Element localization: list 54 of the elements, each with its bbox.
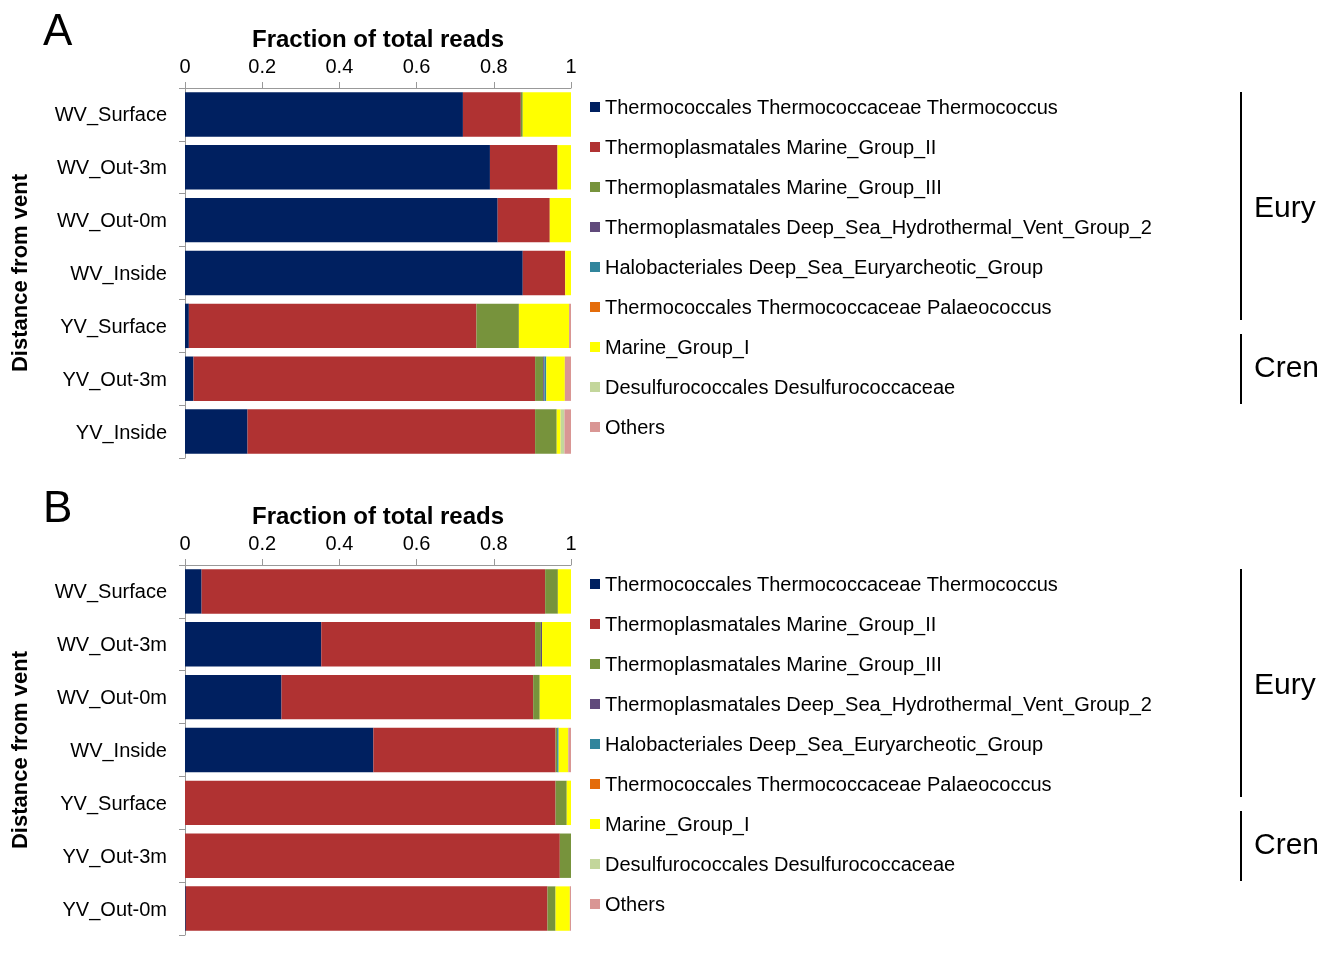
legend-label: Thermococcales Thermococcaceae Palaeococcus — [605, 296, 1052, 318]
y-tick-label: WV_Inside — [70, 739, 167, 762]
y-tick-label: WV_Out-3m — [56, 156, 167, 180]
y-tick-label: YV_Out-3m — [62, 844, 167, 868]
y-axis-title: Distance from vent — [6, 173, 32, 373]
legend-label: Marine_Group_I — [605, 813, 750, 836]
x-tick-label: 1 — [565, 532, 577, 554]
x-tick-label: 0 — [179, 532, 191, 554]
legend-label: Thermoplasmatales Marine_Group_III — [605, 176, 942, 199]
x-tick-label: 0.2 — [248, 532, 277, 554]
legend-label: Desulfurococcales Desulfurococcaceae — [605, 853, 956, 875]
legend-label: Thermoplasmatales Marine_Group_II — [605, 136, 937, 159]
x-tick-label: 0.2 — [248, 55, 277, 77]
legend-label: Halobacteriales Deep_Sea_Euryarcheotic_Group — [605, 256, 1044, 279]
chart-title: B — [43, 481, 73, 531]
legend-label: Halobacteriales Deep_Sea_Euryarcheotic_Group — [605, 733, 1044, 756]
legend-label: Thermoplasmatales Deep_Sea_Hydrothermal_Vent_Group_2 — [605, 693, 1152, 716]
x-axis-title: Fraction of total reads — [251, 501, 505, 529]
y-axis-title: Distance from vent — [6, 650, 32, 850]
x-tick-label: 0.8 — [479, 55, 508, 77]
legend-label: Thermococcales Thermococcaceae Thermococcus — [605, 96, 1058, 118]
x-tick-label: 0.4 — [325, 532, 354, 554]
y-tick-label: WV_Out-0m — [56, 209, 167, 233]
text: Eury — [1254, 667, 1316, 701]
legend-label: Marine_Group_I — [605, 336, 750, 359]
y-tick-label: WV_Surface — [54, 580, 167, 604]
legend-label: Desulfurococcales Desulfurococcaceae — [605, 376, 956, 398]
x-tick-label: 0.8 — [479, 532, 508, 554]
legend-label: Others — [605, 416, 666, 438]
legend-label: Others — [605, 893, 666, 915]
legend-label: Thermococcales Thermococcaceae Palaeococcus — [605, 773, 1052, 795]
x-tick-label: 1 — [565, 55, 577, 77]
y-tick-label: WV_Out-3m — [56, 633, 167, 657]
chart-title: A — [43, 4, 73, 54]
text: Cren — [1254, 827, 1320, 861]
legend-label: Thermoplasmatales Marine_Group_II — [605, 613, 937, 636]
text: Cren — [1254, 350, 1320, 384]
legend-label: Thermococcales Thermococcaceae Thermococcus — [605, 573, 1058, 595]
y-tick-label: YV_Out-3m — [62, 367, 167, 391]
x-tick-label: 0.4 — [325, 55, 354, 77]
y-tick-label: WV_Inside — [70, 262, 167, 285]
x-tick-label: 0.6 — [402, 532, 431, 554]
legend-label: Thermoplasmatales Deep_Sea_Hydrothermal_Vent_Group_2 — [605, 216, 1152, 239]
y-tick-label: YV_Inside — [75, 420, 167, 444]
x-tick-label: 0.6 — [402, 55, 431, 77]
text: Eury — [1254, 190, 1316, 224]
y-tick-label: WV_Out-0m — [56, 686, 167, 710]
x-tick-label: 0 — [179, 55, 191, 77]
y-tick-label: WV_Surface — [54, 103, 167, 127]
y-tick-label: YV_Out-0m — [62, 897, 167, 921]
y-tick-label: YV_Surface — [60, 314, 167, 338]
x-axis-title: Fraction of total reads — [251, 24, 505, 52]
y-tick-label: YV_Surface — [60, 791, 167, 815]
legend-label: Thermoplasmatales Marine_Group_III — [605, 653, 942, 676]
